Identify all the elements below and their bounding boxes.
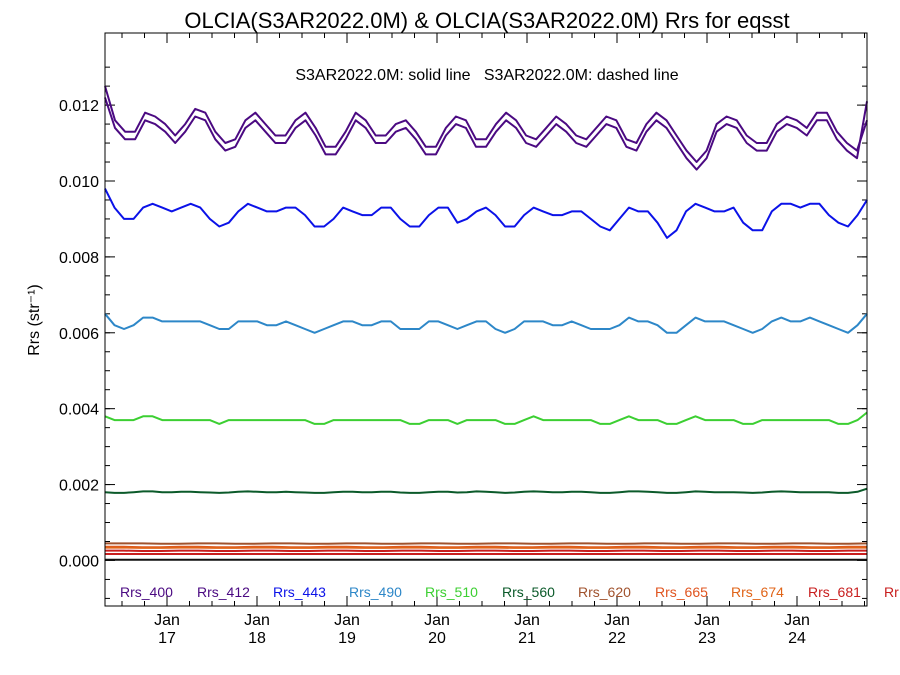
legend-entry: Rr [884,584,899,600]
y-tick-marks [105,33,867,606]
legend-entry: Rrs_665 [655,584,708,600]
x-tick-month: Jan [334,612,360,629]
legend-entry: Rrs_620 [578,584,631,600]
legend-entry: Rrs_674 [731,584,784,600]
x-tick-month: Jan [784,612,810,629]
y-tick-label: 0.000 [59,553,99,570]
series-line-rrs-443 [104,188,868,239]
y-tick-label: 0.010 [59,174,99,191]
x-tick-month: Jan [514,612,540,629]
x-tick-day: 23 [698,630,716,647]
series-line-rrs-412 [104,97,868,171]
x-tick-month: Jan [424,612,450,629]
series-line-rrs-510 [104,411,868,425]
line-style-annotation: S3AR2022.0M: solid line S3AR2022.0M: das… [295,67,678,84]
y-tick-label: 0.008 [59,250,99,267]
y-tick-label: 0.004 [59,402,99,419]
series-line-rrs-490 [104,313,868,334]
legend-entry: Rrs_510 [425,584,478,600]
x-tick-month: Jan [154,612,180,629]
series-lines [104,85,868,561]
legend-entry: Rrs_681 [808,584,861,600]
series-line-rrs-560 [104,487,868,494]
x-tick-day: 18 [248,630,266,647]
x-tick-month: Jan [244,612,270,629]
x-tick-month: Jan [604,612,630,629]
x-tick-day: 24 [788,630,806,647]
x-tick-day: 21 [518,630,536,647]
x-tick-day: 20 [428,630,446,647]
legend-entry: Rrs_412 [197,584,250,600]
legend-entry: Rrs_400 [120,584,173,600]
x-tick-month: Jan [694,612,720,629]
y-tick-label: 0.002 [59,478,99,495]
x-tick-day: 17 [158,630,176,647]
chart-title: OLCIA(S3AR2022.0M) & OLCIA(S3AR2022.0M) … [184,8,789,33]
y-tick-label: 0.012 [59,98,99,115]
series-line-rrs-400 [104,85,868,163]
x-tick-day: 19 [338,630,356,647]
y-axis-label: Rrs (str⁻¹) [26,284,43,356]
legend-entry: Rrs_490 [349,584,402,600]
legend-entry: Rrs_443 [273,584,326,600]
plot-frame [104,32,868,607]
legend-entry: Rrs_560 [502,584,555,600]
x-tick-day: 22 [608,630,626,647]
y-tick-label: 0.006 [59,326,99,343]
y-tick-labels: 0.000 0.002 0.004 0.006 0.008 0.010 0.012 [59,98,99,570]
legend: Rrs_400 Rrs_412 Rrs_443 Rrs_490 Rrs_510 Rrs_5… [120,584,899,600]
